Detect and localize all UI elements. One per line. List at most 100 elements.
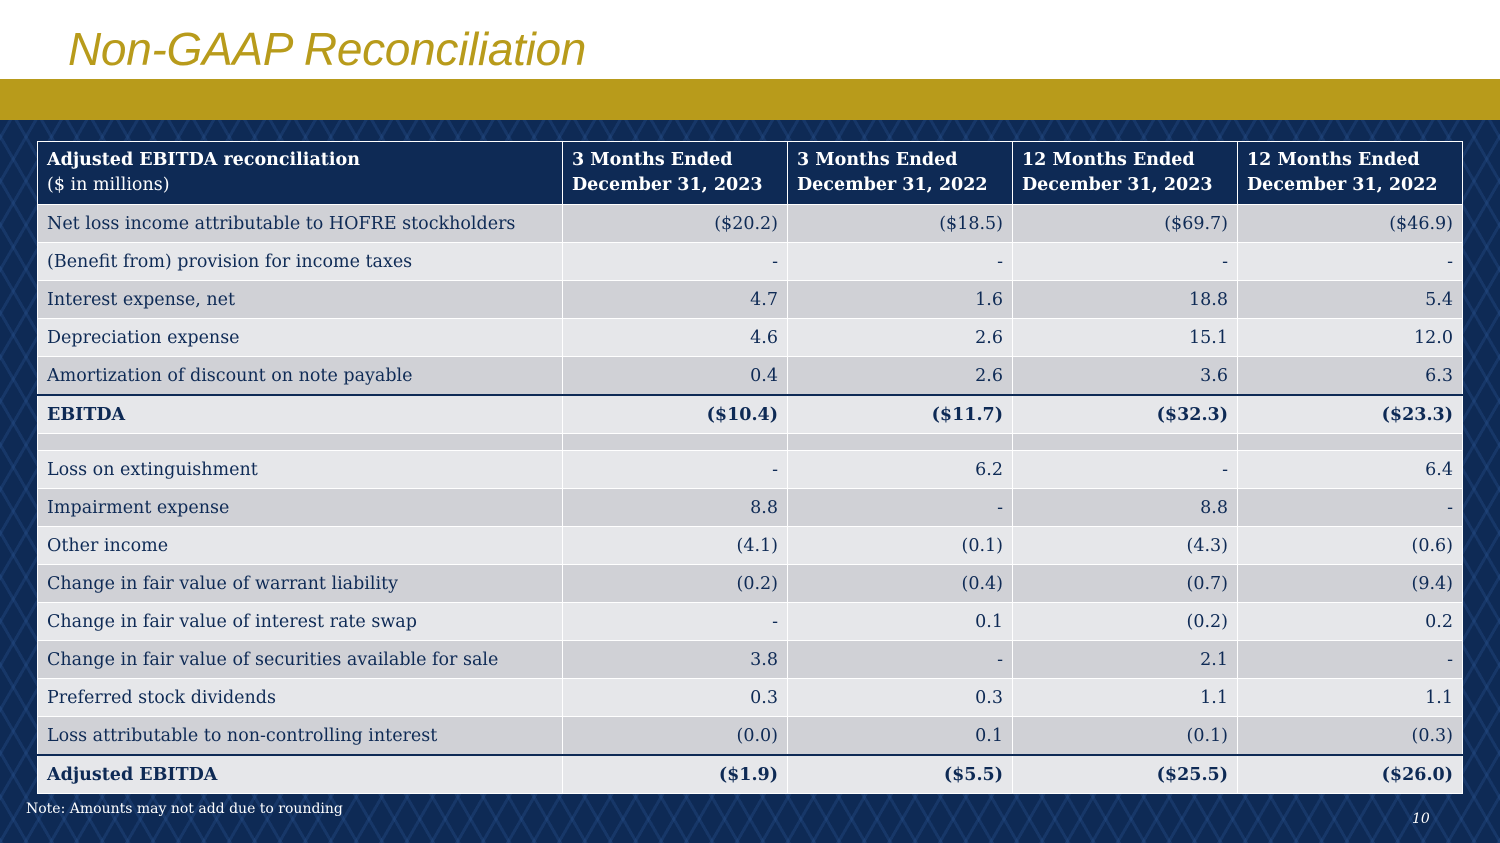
header-period: 12 Months Ended <box>1247 150 1420 170</box>
table-header-row: Adjusted EBITDA reconciliation ($ in mil… <box>37 141 1463 205</box>
row-value: - <box>1237 488 1463 527</box>
row-value: 0.2 <box>1237 602 1463 641</box>
row-label: Other income <box>37 526 563 565</box>
header-date: December 31, 2022 <box>797 175 988 195</box>
page-number: 10 <box>1412 811 1430 827</box>
header-col-q4-2022: 3 Months Ended December 31, 2022 <box>787 141 1013 205</box>
row-value: - <box>562 242 788 281</box>
table-row: Amortization of discount on note payable… <box>37 356 1463 396</box>
header-col-fy-2023: 12 Months Ended December 31, 2023 <box>1012 141 1238 205</box>
row-value: 12.0 <box>1237 318 1463 357</box>
row-value: ($25.5) <box>1012 754 1238 794</box>
header-date: December 31, 2023 <box>572 175 763 195</box>
row-value: 1.1 <box>1237 678 1463 717</box>
footnote: Note: Amounts may not add due to roundin… <box>26 801 343 817</box>
ebitda-subtotal-row: EBITDA ($10.4) ($11.7) ($32.3) ($23.3) <box>37 394 1463 434</box>
row-value: ($1.9) <box>562 754 788 794</box>
row-value: ($69.7) <box>1012 204 1238 243</box>
row-value: (0.6) <box>1237 526 1463 565</box>
header-date: December 31, 2022 <box>1247 175 1438 195</box>
header-col-fy-2022: 12 Months Ended December 31, 2022 <box>1237 141 1463 205</box>
row-label: Change in fair value of securities avail… <box>37 640 563 679</box>
row-value: 4.7 <box>562 280 788 319</box>
row-value: (0.3) <box>1237 716 1463 756</box>
row-label: Adjusted EBITDA <box>37 754 563 794</box>
row-value: - <box>1012 450 1238 489</box>
row-value: ($20.2) <box>562 204 788 243</box>
table-row: Net loss income attributable to HOFRE st… <box>37 204 1463 243</box>
row-label: Change in fair value of interest rate sw… <box>37 602 563 641</box>
row-value: 8.8 <box>562 488 788 527</box>
row-value: - <box>562 450 788 489</box>
row-value: 2.6 <box>787 318 1013 357</box>
row-value: 1.1 <box>1012 678 1238 717</box>
row-value: 3.8 <box>562 640 788 679</box>
row-value: 0.3 <box>787 678 1013 717</box>
row-label: Loss on extinguishment <box>37 450 563 489</box>
header-label-cell: Adjusted EBITDA reconciliation ($ in mil… <box>37 141 563 205</box>
table-row: Change in fair value of securities avail… <box>37 640 1463 679</box>
header-period: 3 Months Ended <box>572 150 733 170</box>
row-label: Change in fair value of warrant liabilit… <box>37 564 563 603</box>
row-value: 0.1 <box>787 716 1013 756</box>
row-value: (0.4) <box>787 564 1013 603</box>
row-value: 0.1 <box>787 602 1013 641</box>
row-label: Preferred stock dividends <box>37 678 563 717</box>
adjusted-ebitda-total-row: Adjusted EBITDA ($1.9) ($5.5) ($25.5) ($… <box>37 754 1463 794</box>
table-row: Depreciation expense 4.6 2.6 15.1 12.0 <box>37 318 1463 357</box>
row-label: Net loss income attributable to HOFRE st… <box>37 204 563 243</box>
row-label: Impairment expense <box>37 488 563 527</box>
header-label-title: Adjusted EBITDA reconciliation <box>47 150 360 170</box>
gold-header-band <box>0 79 1500 120</box>
row-value: 6.2 <box>787 450 1013 489</box>
table-row: Other income (4.1) (0.1) (4.3) (0.6) <box>37 526 1463 565</box>
row-value: 4.6 <box>562 318 788 357</box>
row-value: (0.7) <box>1012 564 1238 603</box>
row-value: 8.8 <box>1012 488 1238 527</box>
row-value: (9.4) <box>1237 564 1463 603</box>
row-value: 5.4 <box>1237 280 1463 319</box>
row-value: (0.2) <box>562 564 788 603</box>
row-value: (0.2) <box>1012 602 1238 641</box>
row-value: 0.4 <box>562 356 788 396</box>
table-row: Impairment expense 8.8 - 8.8 - <box>37 488 1463 527</box>
row-value: 2.1 <box>1012 640 1238 679</box>
row-value: ($32.3) <box>1012 394 1238 434</box>
table-row: Change in fair value of warrant liabilit… <box>37 564 1463 603</box>
row-value: 6.4 <box>1237 450 1463 489</box>
table-row: Change in fair value of interest rate sw… <box>37 602 1463 641</box>
reconciliation-table: Adjusted EBITDA reconciliation ($ in mil… <box>37 141 1463 794</box>
row-value: - <box>562 602 788 641</box>
row-value: 2.6 <box>787 356 1013 396</box>
row-label: EBITDA <box>37 394 563 434</box>
row-value: (0.1) <box>787 526 1013 565</box>
row-value: (0.0) <box>562 716 788 756</box>
row-value: ($26.0) <box>1237 754 1463 794</box>
row-value: - <box>787 242 1013 281</box>
header-period: 12 Months Ended <box>1022 150 1195 170</box>
table-row: Preferred stock dividends 0.3 0.3 1.1 1.… <box>37 678 1463 717</box>
row-value: 18.8 <box>1012 280 1238 319</box>
row-value: (4.3) <box>1012 526 1238 565</box>
row-value: ($46.9) <box>1237 204 1463 243</box>
row-value: 3.6 <box>1012 356 1238 396</box>
header-col-q4-2023: 3 Months Ended December 31, 2023 <box>562 141 788 205</box>
row-value: - <box>787 488 1013 527</box>
row-label: Interest expense, net <box>37 280 563 319</box>
table-row: Loss attributable to non-controlling int… <box>37 716 1463 756</box>
row-value: 6.3 <box>1237 356 1463 396</box>
row-value: ($18.5) <box>787 204 1013 243</box>
header-label-units: ($ in millions) <box>47 175 170 195</box>
row-value: - <box>1237 242 1463 281</box>
table-row: Loss on extinguishment - 6.2 - 6.4 <box>37 450 1463 489</box>
row-value: 15.1 <box>1012 318 1238 357</box>
spacer-row <box>37 433 1463 451</box>
page-title: Non-GAAP Reconciliation <box>68 23 587 75</box>
row-value: (4.1) <box>562 526 788 565</box>
row-value: ($10.4) <box>562 394 788 434</box>
row-value: 0.3 <box>562 678 788 717</box>
row-value: ($5.5) <box>787 754 1013 794</box>
row-label: Depreciation expense <box>37 318 563 357</box>
row-value: (0.1) <box>1012 716 1238 756</box>
row-label: Loss attributable to non-controlling int… <box>37 716 563 756</box>
